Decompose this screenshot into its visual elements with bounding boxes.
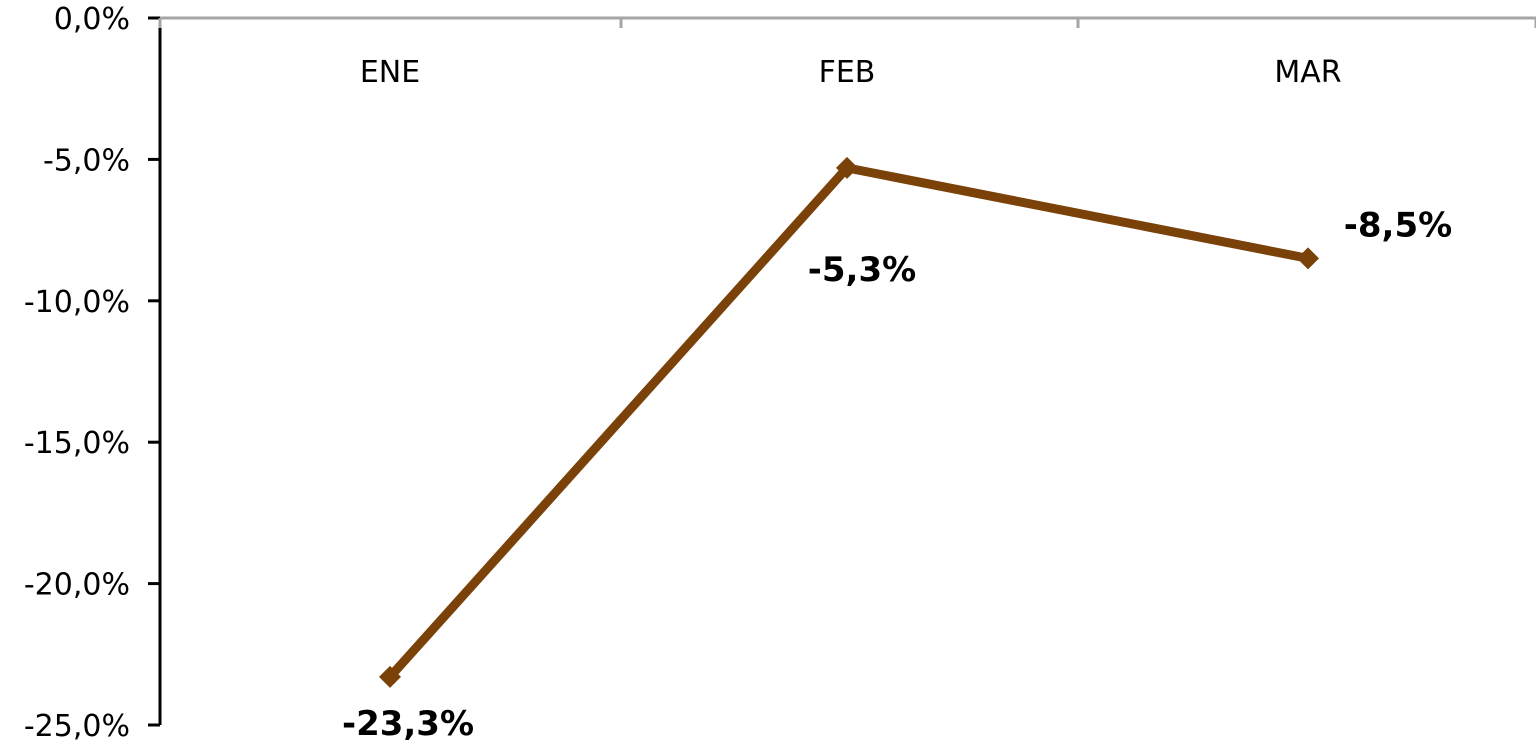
- data-point-marker: [379, 665, 401, 688]
- y-tick-label: -15,0%: [24, 426, 130, 461]
- y-tick-label: -20,0%: [24, 568, 130, 603]
- y-tick-label: -25,0%: [24, 709, 130, 744]
- series: [379, 156, 1319, 688]
- y-tick-label: -5,0%: [43, 143, 130, 178]
- data-label: -23,3%: [342, 704, 474, 744]
- data-labels: -23,3% -5,3% -8,5%: [342, 205, 1452, 744]
- data-point-marker: [836, 156, 858, 179]
- y-tick-label: 0,0%: [54, 2, 130, 37]
- x-category-label: ENE: [360, 55, 420, 90]
- data-point-marker: [1297, 247, 1319, 270]
- series-line: [385, 163, 1313, 682]
- y-tick-label: -10,0%: [24, 285, 130, 320]
- data-label: -5,3%: [808, 250, 916, 290]
- y-axis: 0,0% -5,0% -10,0% -15,0% -20,0% -25,0%: [24, 2, 162, 744]
- data-label: -8,5%: [1344, 205, 1452, 245]
- x-category-label: MAR: [1274, 55, 1341, 90]
- x-category-label: FEB: [819, 55, 876, 90]
- x-axis: ENE FEB MAR: [158, 16, 1536, 90]
